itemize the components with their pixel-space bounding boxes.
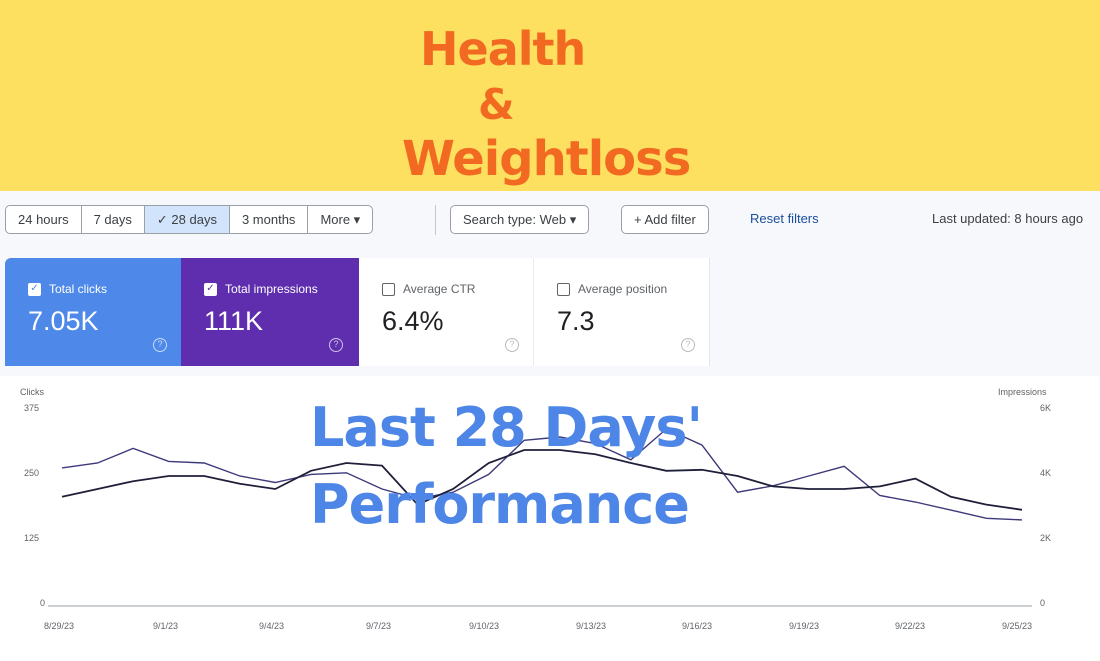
- metric-value: 6.4%: [382, 306, 444, 336]
- metric-card-average-ctr[interactable]: Average CTR 6.4% ?: [357, 258, 533, 366]
- range-24-hours[interactable]: 24 hours: [6, 206, 82, 233]
- help-icon[interactable]: ?: [681, 338, 695, 352]
- search-console-performance: 24 hours 7 days ✓ 28 days 3 months More …: [0, 191, 1100, 661]
- checkbox-unchecked-icon[interactable]: [382, 282, 395, 296]
- impressions-line: [61, 428, 1023, 521]
- range-28-days[interactable]: ✓ 28 days: [144, 206, 230, 233]
- metric-label: Average position: [578, 282, 668, 296]
- range-3-months[interactable]: 3 months: [230, 206, 309, 233]
- right-axis-title: Impressions: [998, 387, 1047, 397]
- cards-divider: [709, 258, 710, 366]
- title-banner: Health & Weightloss: [0, 0, 1100, 191]
- metric-card-total-clicks[interactable]: ✓ Total clicks 7.05K ?: [5, 258, 181, 366]
- x-axis-label: 9/1/23: [153, 621, 179, 631]
- x-axis-label: 9/25/23: [1002, 621, 1033, 631]
- banner-title-health: Health: [420, 22, 586, 76]
- add-filter-button[interactable]: + Add filter: [621, 205, 709, 234]
- metric-card-average-position[interactable]: Average position 7.3 ?: [533, 258, 709, 366]
- left-axis-tick: 375: [24, 403, 40, 413]
- x-axis-label: 9/19/23: [789, 621, 820, 631]
- x-axis-label: 9/4/23: [259, 621, 285, 631]
- metric-value: 7.05K: [28, 306, 99, 336]
- left-axis-tick: 0: [40, 598, 46, 608]
- metric-card-total-impressions[interactable]: ✓ Total impressions 111K ?: [181, 258, 357, 366]
- right-axis-tick: 0: [1040, 598, 1046, 608]
- checkbox-checked-icon[interactable]: ✓: [204, 282, 217, 296]
- right-axis-tick: 4K: [1040, 468, 1052, 478]
- line-plot: [48, 428, 1032, 607]
- checkbox-checked-icon[interactable]: ✓: [28, 282, 41, 296]
- right-axis-tick: 2K: [1040, 533, 1052, 543]
- metric-label: Total impressions: [225, 282, 318, 296]
- metric-label: Total clicks: [49, 282, 108, 296]
- left-axis-tick: 125: [24, 533, 40, 543]
- search-type-dropdown[interactable]: Search type: Web ▾: [450, 205, 590, 234]
- range-more-dropdown[interactable]: More ▾: [320, 212, 361, 227]
- x-axis-label: 9/13/23: [576, 621, 607, 631]
- overlay-title-line1: Last 28 Days': [310, 396, 703, 459]
- help-icon[interactable]: ?: [329, 338, 343, 352]
- right-axis-tick: 6K: [1040, 403, 1052, 413]
- left-axis-tick: 250: [24, 468, 40, 478]
- clicks-line: [61, 449, 1023, 511]
- toolbar-divider: [435, 205, 436, 235]
- x-axis-label: 9/10/23: [469, 621, 500, 631]
- date-range-selector: 24 hours 7 days ✓ 28 days 3 months More …: [5, 205, 374, 234]
- left-axis-title: Clicks: [20, 387, 44, 397]
- metric-cards: ✓ Total clicks 7.05K ? ✓ Total impressions…: [5, 258, 709, 366]
- metric-value: 7.3: [557, 306, 595, 336]
- x-axis-label: 9/22/23: [895, 621, 926, 631]
- help-icon[interactable]: ?: [505, 338, 519, 352]
- metric-label: Average CTR: [403, 282, 476, 296]
- last-updated-text: Last updated: 8 hours ago: [932, 211, 1084, 226]
- performance-chart: Clicks 375 250 125 0 Impressions 6K 4K 2…: [0, 376, 1100, 661]
- x-axis-label: 9/7/23: [366, 621, 392, 631]
- overlay-title-line2: Performance: [310, 473, 690, 536]
- metric-value: 111K: [204, 306, 264, 336]
- help-icon[interactable]: ?: [153, 338, 167, 352]
- x-axis-label: 9/16/23: [682, 621, 713, 631]
- banner-title-ampersand: &: [478, 80, 515, 129]
- range-7-days[interactable]: 7 days: [82, 206, 145, 233]
- checkbox-unchecked-icon[interactable]: [557, 282, 570, 296]
- x-axis-label: 8/29/23: [44, 621, 75, 631]
- banner-title-weightloss: Weightloss: [402, 131, 691, 187]
- reset-filters-link[interactable]: Reset filters: [750, 211, 819, 226]
